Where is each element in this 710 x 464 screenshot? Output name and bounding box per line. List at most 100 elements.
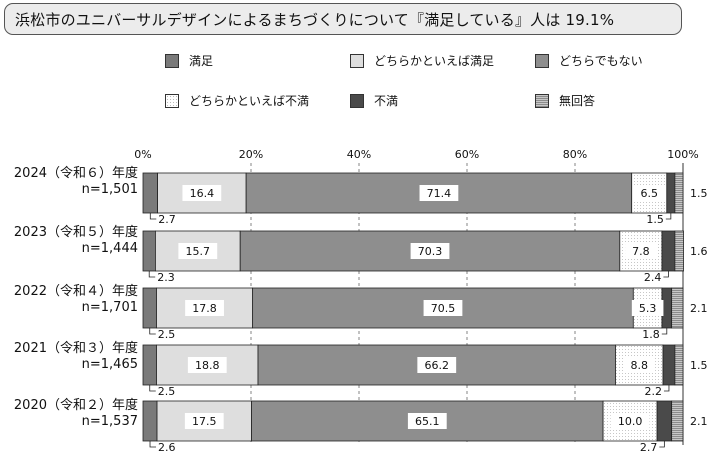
data-label: 2.7: [158, 213, 176, 226]
bar-segment-no_answer: [674, 344, 684, 386]
data-label: 1.5: [690, 187, 708, 200]
bar-segment-satisfied: [142, 287, 157, 329]
bar-segment-no_answer: [671, 400, 684, 442]
data-label: 1.5: [646, 213, 664, 226]
legend-label: 不満: [374, 94, 399, 108]
data-label-box: [182, 185, 222, 201]
data-label: 1.8: [642, 328, 660, 341]
legend-item-satisfied: 満足: [165, 52, 213, 69]
x-tick-label: 80%: [563, 148, 587, 161]
sample-size-label: n=1,465: [81, 357, 138, 372]
x-tick-label: 40%: [347, 148, 371, 161]
callout-line: [661, 328, 668, 335]
callout-line: [149, 441, 157, 448]
data-label-box: [633, 185, 666, 201]
data-label: 6.5: [641, 187, 659, 200]
bar-segment-no_answer: [674, 172, 684, 214]
data-label: 18.8: [195, 359, 220, 372]
data-label: 15.7: [186, 245, 211, 258]
data-label: 7.8: [632, 245, 650, 258]
callout-line: [148, 271, 156, 278]
data-label: 2.7: [640, 441, 658, 454]
year-label: 2023（令和５）年度: [13, 225, 138, 240]
data-label: 17.5: [192, 415, 217, 428]
legend-label: どちらかといえば満足: [374, 54, 495, 68]
year-label: 2022（令和４）年度: [13, 284, 138, 299]
data-label: 2.5: [158, 328, 176, 341]
bar-segment-dissatisfied: [666, 172, 676, 214]
data-label: 2.2: [644, 385, 662, 398]
x-tick-label: 100%: [667, 148, 698, 161]
legend-label: どちらでもない: [559, 54, 643, 68]
data-label-box: [610, 413, 650, 429]
data-label: 2.4: [644, 271, 662, 284]
data-label: 66.2: [425, 359, 450, 372]
bar-segment-dissatisfied: [662, 344, 676, 386]
data-label-box: [423, 300, 463, 316]
data-label: 2.1: [690, 302, 708, 315]
hatched-swatch-icon: [535, 93, 549, 108]
legend-item-dissatisfied: 不満: [350, 92, 398, 109]
legend-item-somewhat-dissatisfied: どちらかといえば不満: [165, 92, 309, 109]
data-label: 2.6: [158, 441, 176, 454]
hatched-gray-swatch-icon: [535, 53, 549, 68]
bar-segment-satisfied: [142, 344, 157, 386]
data-label-box: [185, 300, 224, 316]
bar-segment-dissatisfied: [661, 230, 676, 272]
data-label: 16.4: [190, 187, 215, 200]
sample-size-label: n=1,501: [81, 182, 138, 197]
year-label: 2021（令和３）年度: [13, 341, 138, 356]
data-label: 2.1: [690, 415, 708, 428]
data-label: 1.5: [690, 359, 708, 372]
callout-line: [663, 271, 669, 278]
light-gray-swatch-icon: [350, 53, 364, 68]
callout-line: [663, 385, 670, 392]
bar-segment-satisfied: [142, 400, 158, 442]
callout-line: [149, 328, 156, 335]
data-label-box: [178, 243, 218, 259]
y-label-2024: 2024（令和６）年度 n=1,501: [0, 166, 138, 198]
dotted-white-swatch-icon: [165, 93, 179, 108]
y-label-2022: 2022（令和４）年度 n=1,701: [0, 284, 138, 316]
data-label: 70.3: [418, 245, 443, 258]
legend-label: 無回答: [559, 94, 596, 108]
data-label: 10.0: [618, 415, 643, 428]
year-label: 2024（令和６）年度: [13, 166, 138, 181]
data-label-box: [407, 413, 447, 429]
legend-item-neither: どちらでもない: [535, 52, 643, 69]
bar-segment-dissatisfied: [656, 400, 673, 442]
y-label-2021: 2021（令和３）年度 n=1,465: [0, 341, 138, 373]
data-label: 65.1: [415, 415, 440, 428]
legend-item-somewhat-satisfied: どちらかといえば満足: [350, 52, 494, 69]
bar-segment-no_answer: [674, 230, 684, 272]
data-label: 17.8: [192, 302, 217, 315]
data-label-box: [184, 413, 224, 429]
callout-line: [149, 385, 156, 392]
data-label: 8.8: [631, 359, 649, 372]
legend-item-no-answer: 無回答: [535, 92, 595, 109]
data-label-box: [419, 185, 459, 201]
data-label: 2.5: [158, 385, 176, 398]
data-label-box: [625, 243, 657, 259]
data-label: 1.6: [690, 245, 708, 258]
legend-label: 満足: [189, 54, 214, 68]
callout-line: [665, 213, 672, 220]
bar-segment-satisfied: [142, 230, 156, 272]
data-label-box: [631, 300, 664, 316]
callout-line: [659, 441, 665, 448]
data-label-box: [623, 357, 656, 373]
x-tick-label: 20%: [239, 148, 263, 161]
sample-size-label: n=1,701: [81, 300, 138, 315]
data-label-box: [410, 243, 450, 259]
data-label-box: [187, 357, 227, 373]
data-label: 70.5: [431, 302, 456, 315]
bar-segment-satisfied: [142, 172, 158, 214]
x-tick-label: 60%: [455, 148, 479, 161]
chart-title: 浜松市のユニバーサルデザインによるまちづくりについて『満足している』人は 19.…: [15, 11, 615, 29]
sample-size-label: n=1,444: [81, 241, 138, 256]
data-label: 5.3: [639, 302, 657, 315]
solid-gray-swatch-icon: [165, 53, 179, 68]
x-tick-label: 0%: [134, 148, 151, 161]
y-label-2023: 2023（令和５）年度 n=1,444: [0, 225, 138, 257]
